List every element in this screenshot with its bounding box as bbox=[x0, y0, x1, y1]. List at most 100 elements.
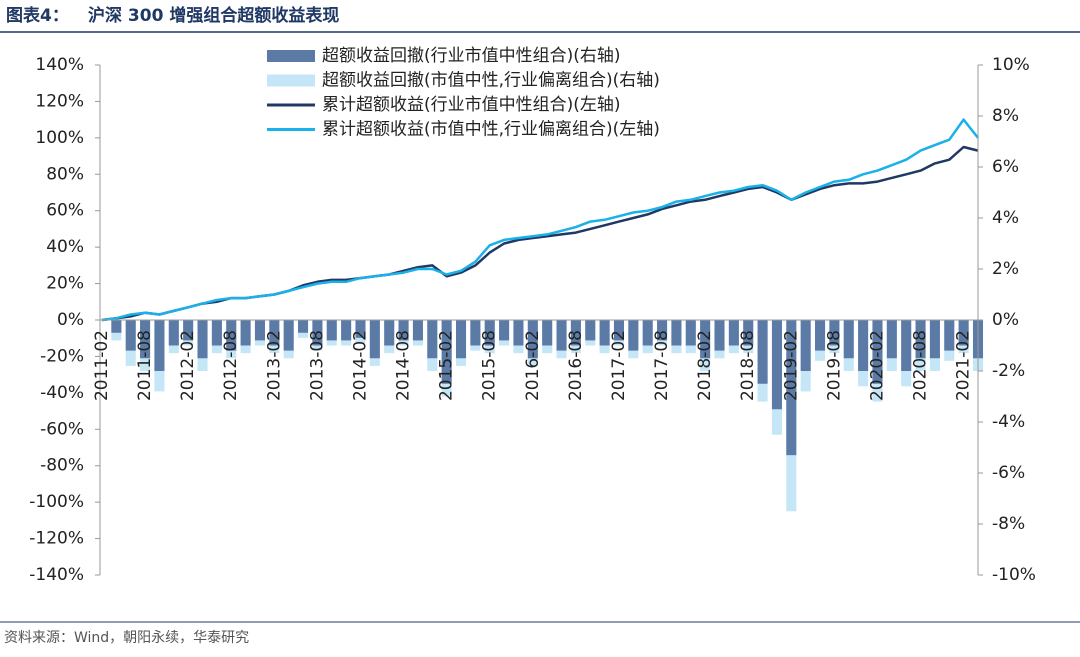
x-tick-label: 2011-08 bbox=[135, 330, 155, 401]
chart-title: 沪深 300 增强组合超额收益表现 bbox=[88, 5, 339, 26]
drawdown-bar bbox=[312, 320, 323, 346]
x-tick-label: 2019-02 bbox=[781, 330, 801, 401]
drawdown-bar bbox=[484, 320, 495, 346]
drawdown-bar bbox=[929, 320, 940, 359]
drawdown-bar bbox=[140, 320, 151, 359]
drawdown-bar bbox=[168, 320, 179, 346]
y2-tick-label: -8% bbox=[992, 514, 1025, 534]
y-tick-label: 140% bbox=[35, 55, 84, 75]
drawdown-bar bbox=[771, 320, 782, 410]
drawdown-bar bbox=[455, 320, 467, 359]
drawdown-bar bbox=[240, 320, 251, 346]
drawdown-bar bbox=[441, 320, 452, 384]
y-tick-label: 0% bbox=[57, 310, 84, 330]
x-tick-label: 2012-08 bbox=[221, 330, 241, 401]
y2-tick-label: -10% bbox=[992, 565, 1036, 585]
y-tick-label: -20% bbox=[40, 346, 84, 366]
drawdown-bar bbox=[298, 320, 309, 333]
drawdown-bar bbox=[369, 320, 380, 359]
y2-tick-label: 6% bbox=[992, 157, 1019, 177]
y2-tick-label: 0% bbox=[992, 310, 1019, 330]
drawdown-bar bbox=[412, 320, 423, 341]
x-tick-label: 2012-02 bbox=[178, 330, 198, 401]
x-tick-label: 2015-08 bbox=[480, 330, 500, 401]
drawdown-bar bbox=[700, 320, 711, 359]
x-tick-label: 2020-02 bbox=[867, 330, 887, 401]
drawdown-bar bbox=[269, 320, 280, 346]
x-tick-label: 2013-08 bbox=[307, 330, 327, 401]
drawdown-bar bbox=[800, 320, 811, 371]
legend-swatch bbox=[267, 50, 315, 62]
y-tick-label: -100% bbox=[29, 492, 84, 512]
drawdown-bar bbox=[283, 320, 294, 351]
source: 资料来源：Wind，朝阳永续，华泰研究 bbox=[4, 629, 249, 646]
drawdown-bar bbox=[154, 320, 165, 371]
drawdown-bar bbox=[786, 320, 797, 456]
drawdown-bar bbox=[915, 320, 926, 359]
drawdown-bar bbox=[858, 320, 869, 371]
drawdown-bar bbox=[599, 320, 610, 346]
drawdown-bar bbox=[527, 320, 538, 359]
drawdown-bar bbox=[958, 320, 969, 346]
x-tick-label: 2018-02 bbox=[695, 330, 715, 401]
drawdown-bar bbox=[585, 320, 596, 341]
y-tick-label: 100% bbox=[35, 128, 84, 148]
x-tick-label: 2017-02 bbox=[609, 330, 629, 401]
y2-tick-label: 4% bbox=[992, 208, 1019, 228]
drawdown-bar bbox=[886, 320, 897, 359]
y-tick-label: -120% bbox=[29, 529, 84, 549]
drawdown-bar bbox=[613, 320, 625, 341]
drawdown-bar bbox=[341, 320, 352, 341]
drawdown-bar bbox=[254, 320, 265, 341]
drawdown-bar bbox=[111, 320, 122, 333]
y2-tick-label: -4% bbox=[992, 412, 1025, 432]
drawdown-bar bbox=[685, 320, 696, 346]
y-tick-label: 120% bbox=[35, 91, 84, 111]
drawdown-bar bbox=[872, 320, 883, 384]
drawdown-bar bbox=[843, 320, 854, 359]
drawdown-bar bbox=[427, 320, 438, 359]
y2-tick-label: -6% bbox=[992, 463, 1025, 483]
drawdown-bar bbox=[398, 320, 409, 341]
legend-label: 超额收益回撤(市值中性,行业偏离组合)(右轴) bbox=[322, 71, 660, 91]
y2-tick-label: 10% bbox=[992, 55, 1030, 75]
drawdown-bar bbox=[197, 320, 208, 359]
drawdown-bar bbox=[556, 320, 567, 351]
drawdown-bar bbox=[728, 320, 739, 346]
drawdown-bar bbox=[470, 320, 481, 346]
y-tick-label: 60% bbox=[46, 201, 84, 221]
drawdown-bar bbox=[757, 320, 768, 384]
y-tick-label: -40% bbox=[40, 383, 84, 403]
drawdown-bar bbox=[226, 320, 237, 351]
x-tick-label: 2016-08 bbox=[566, 330, 586, 401]
x-tick-label: 2019-08 bbox=[824, 330, 844, 401]
title-label: 图表4： bbox=[6, 5, 69, 26]
y-tick-label: 20% bbox=[46, 274, 84, 294]
drawdown-bar bbox=[743, 320, 754, 346]
y2-tick-label: 8% bbox=[992, 106, 1019, 126]
drawdown-bar bbox=[326, 320, 337, 341]
x-tick-label: 2015-02 bbox=[437, 330, 457, 401]
drawdown-bar bbox=[944, 320, 955, 351]
cumulative-line bbox=[101, 118, 979, 322]
x-tick-label: 2021-02 bbox=[954, 330, 974, 401]
drawdown-bar bbox=[183, 320, 194, 341]
x-tick-label: 2018-08 bbox=[738, 330, 758, 401]
drawdown-bar bbox=[125, 320, 136, 351]
legend-swatch bbox=[267, 74, 315, 87]
y-tick-label: 80% bbox=[46, 164, 84, 184]
y2-tick-label: 2% bbox=[992, 259, 1019, 279]
drawdown-bar bbox=[901, 320, 912, 371]
drawdown-bar bbox=[211, 320, 222, 346]
drawdown-bar bbox=[642, 320, 653, 346]
drawdown-bar bbox=[815, 320, 826, 351]
drawdown-bar bbox=[499, 320, 510, 341]
x-tick-label: 2013-02 bbox=[264, 330, 284, 401]
y-tick-label: -140% bbox=[29, 565, 84, 585]
drawdown-bar bbox=[513, 320, 524, 346]
drawdown-bar bbox=[384, 320, 395, 346]
drawdown-bar bbox=[628, 320, 639, 351]
legend-label: 累计超额收益(市值中性,行业偏离组合)(左轴) bbox=[322, 120, 660, 140]
drawdown-bar bbox=[671, 320, 682, 346]
